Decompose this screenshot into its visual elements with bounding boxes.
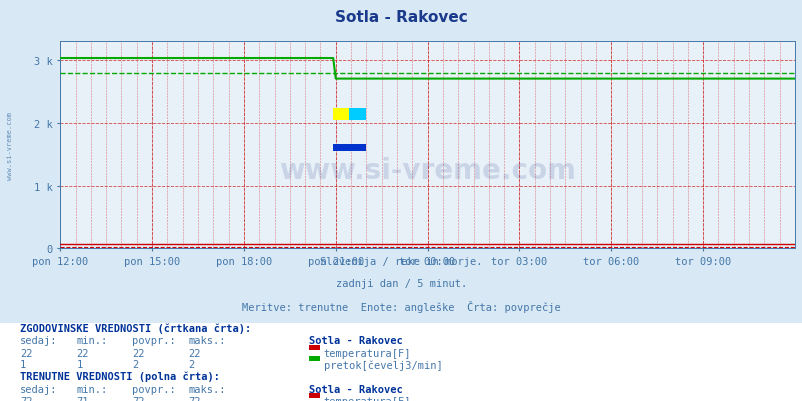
Text: 22: 22 <box>188 348 201 358</box>
Text: Sotla - Rakovec: Sotla - Rakovec <box>309 336 403 346</box>
Text: 1: 1 <box>20 359 26 369</box>
Text: min.:: min.: <box>76 336 107 346</box>
Text: temperatura[F]: temperatura[F] <box>323 348 411 358</box>
Text: www.si-vreme.com: www.si-vreme.com <box>6 111 13 179</box>
Text: temperatura[F]: temperatura[F] <box>323 396 411 401</box>
Text: www.si-vreme.com: www.si-vreme.com <box>279 156 575 184</box>
Text: TRENUTNE VREDNOSTI (polna črta):: TRENUTNE VREDNOSTI (polna črta): <box>20 371 220 381</box>
Text: maks.:: maks.: <box>188 336 226 346</box>
Text: 2: 2 <box>132 359 139 369</box>
Text: 71: 71 <box>76 396 89 401</box>
Text: zadnji dan / 5 minut.: zadnji dan / 5 minut. <box>335 279 467 289</box>
Text: sedaj:: sedaj: <box>20 384 58 394</box>
Text: Meritve: trenutne  Enote: angleške  Črta: povprečje: Meritve: trenutne Enote: angleške Črta: … <box>242 301 560 313</box>
Text: pretok[čevelj3/min]: pretok[čevelj3/min] <box>323 359 442 370</box>
Text: 22: 22 <box>132 348 145 358</box>
Text: 72: 72 <box>188 396 201 401</box>
Text: povpr.:: povpr.: <box>132 336 176 346</box>
Text: 72: 72 <box>132 396 145 401</box>
Text: povpr.:: povpr.: <box>132 384 176 394</box>
Text: 22: 22 <box>76 348 89 358</box>
Text: maks.:: maks.: <box>188 384 226 394</box>
Text: 2: 2 <box>188 359 195 369</box>
Text: Slovenija / reke in morje.: Slovenija / reke in morje. <box>320 257 482 267</box>
Text: 72: 72 <box>20 396 33 401</box>
Text: ZGODOVINSKE VREDNOSTI (črtkana črta):: ZGODOVINSKE VREDNOSTI (črtkana črta): <box>20 323 251 333</box>
Text: 22: 22 <box>20 348 33 358</box>
Text: Sotla - Rakovec: Sotla - Rakovec <box>334 10 468 25</box>
Text: min.:: min.: <box>76 384 107 394</box>
Text: sedaj:: sedaj: <box>20 336 58 346</box>
Text: Sotla - Rakovec: Sotla - Rakovec <box>309 384 403 394</box>
Text: 1: 1 <box>76 359 83 369</box>
